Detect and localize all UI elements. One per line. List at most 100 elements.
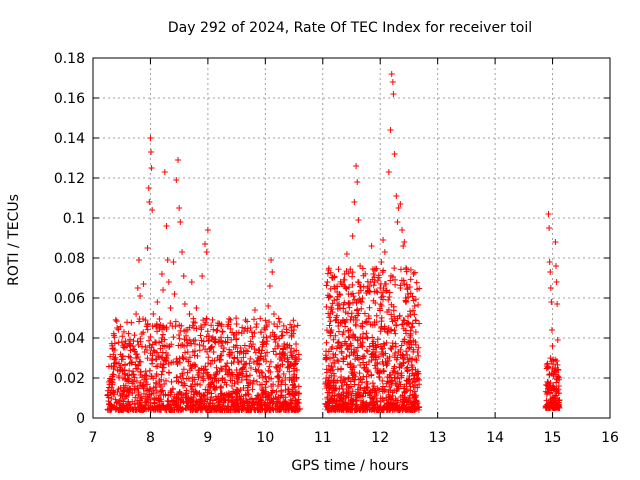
scatter-noise-point: [114, 389, 121, 396]
scatter-noise-point: [110, 330, 117, 337]
scatter-noise-point: [362, 319, 369, 326]
scatter-noise-point: [229, 329, 236, 336]
scatter-noise-point: [262, 373, 269, 380]
scatter-point: [279, 349, 286, 355]
scatter-noise-point: [327, 306, 334, 313]
scatter-noise-point: [146, 367, 153, 374]
scatter-noise-point: [106, 406, 113, 413]
scatter-noise-point: [266, 406, 273, 413]
scatter-noise-point: [407, 290, 414, 297]
scatter-noise-point: [155, 395, 162, 402]
scatter-noise-point: [268, 375, 275, 382]
scatter-noise-point: [393, 321, 400, 328]
scatter-point: [197, 323, 204, 329]
scatter-noise-point: [142, 317, 149, 324]
scatter-noise-point: [183, 375, 190, 382]
scatter-noise-point: [345, 290, 352, 297]
scatter-noise-point: [394, 375, 401, 382]
scatter-noise-point: [276, 374, 283, 381]
scatter-noise-point: [403, 386, 410, 393]
scatter-noise-point: [401, 317, 408, 324]
scatter-noise-point: [388, 346, 395, 353]
scatter-point: [167, 305, 174, 311]
scatter-noise-point: [407, 330, 414, 337]
scatter-noise-point: [347, 398, 354, 405]
scatter-noise-point: [144, 326, 151, 333]
scatter-noise-point: [249, 399, 256, 406]
scatter-point: [171, 291, 178, 297]
scatter-point: [405, 321, 412, 327]
scatter-point: [243, 377, 250, 383]
scatter-noise-point: [232, 406, 239, 413]
scatter-noise-point: [273, 351, 280, 358]
scatter-noise-point: [240, 400, 247, 407]
scatter-noise-point: [137, 368, 144, 375]
scatter-noise-point: [342, 401, 349, 408]
scatter-noise-point: [407, 312, 414, 319]
scatter-noise-point: [183, 332, 190, 339]
scatter-noise-point: [129, 398, 136, 405]
scatter-noise-point: [266, 363, 273, 370]
scatter-point: [157, 361, 164, 367]
scatter-noise-cloud: [104, 265, 563, 413]
scatter-noise-point: [387, 345, 394, 352]
scatter-point: [247, 365, 254, 371]
scatter-noise-point: [383, 400, 390, 407]
scatter-noise-point: [378, 314, 385, 321]
scatter-point: [180, 273, 187, 279]
scatter-point: [384, 309, 391, 315]
scatter-noise-point: [258, 386, 265, 393]
scatter-noise-point: [196, 341, 203, 348]
scatter-noise-point: [173, 355, 180, 362]
scatter-point: [246, 343, 253, 349]
scatter-noise-point: [388, 311, 395, 318]
scatter-point: [152, 339, 159, 345]
scatter-noise-point: [383, 339, 390, 346]
scatter-noise-point: [203, 315, 210, 322]
scatter-noise-point: [139, 374, 146, 381]
scatter-point: [153, 373, 160, 379]
scatter-point: [106, 379, 113, 385]
scatter-noise-point: [351, 296, 358, 303]
scatter-noise-point: [344, 388, 351, 395]
scatter-noise-point: [135, 362, 142, 369]
scatter-noise-point: [363, 384, 370, 391]
scatter-noise-point: [280, 322, 287, 329]
scatter-noise-point: [122, 338, 129, 345]
scatter-noise-point: [258, 350, 265, 357]
scatter-noise-point: [383, 394, 390, 401]
scatter-point: [181, 301, 188, 307]
scatter-noise-point: [353, 348, 360, 355]
scatter-noise-point: [137, 403, 144, 410]
scatter-noise-point: [267, 399, 274, 406]
scatter-noise-point: [134, 351, 141, 358]
scatter-noise-point: [231, 354, 238, 361]
scatter-noise-point: [369, 380, 376, 387]
scatter-noise-point: [198, 400, 205, 407]
scatter-point: [364, 381, 371, 387]
scatter-noise-point: [158, 388, 165, 395]
scatter-noise-point: [145, 405, 152, 412]
scatter-noise-point: [410, 384, 417, 391]
scatter-point: [274, 383, 281, 389]
scatter-noise-point: [174, 361, 181, 368]
scatter-noise-point: [248, 329, 255, 336]
y-tick-label: 0.14: [54, 131, 85, 147]
scatter-noise-point: [150, 384, 157, 391]
scatter-noise-point: [386, 405, 393, 412]
scatter-noise-point: [391, 265, 398, 272]
scatter-noise-point: [177, 406, 184, 413]
scatter-noise-point: [209, 316, 216, 323]
scatter-point: [284, 343, 291, 349]
x-tick-label: 10: [256, 430, 274, 446]
scatter-noise-point: [180, 398, 187, 405]
scatter-noise-point: [189, 403, 196, 410]
scatter-noise-point: [267, 358, 274, 365]
scatter-noise-point: [224, 360, 231, 367]
scatter-noise-point: [384, 328, 391, 335]
scatter-noise-point: [187, 340, 194, 347]
scatter-noise-point: [346, 352, 353, 359]
scatter-noise-point: [398, 342, 405, 349]
scatter-noise-point: [259, 390, 266, 397]
scatter-noise-point: [330, 354, 337, 361]
